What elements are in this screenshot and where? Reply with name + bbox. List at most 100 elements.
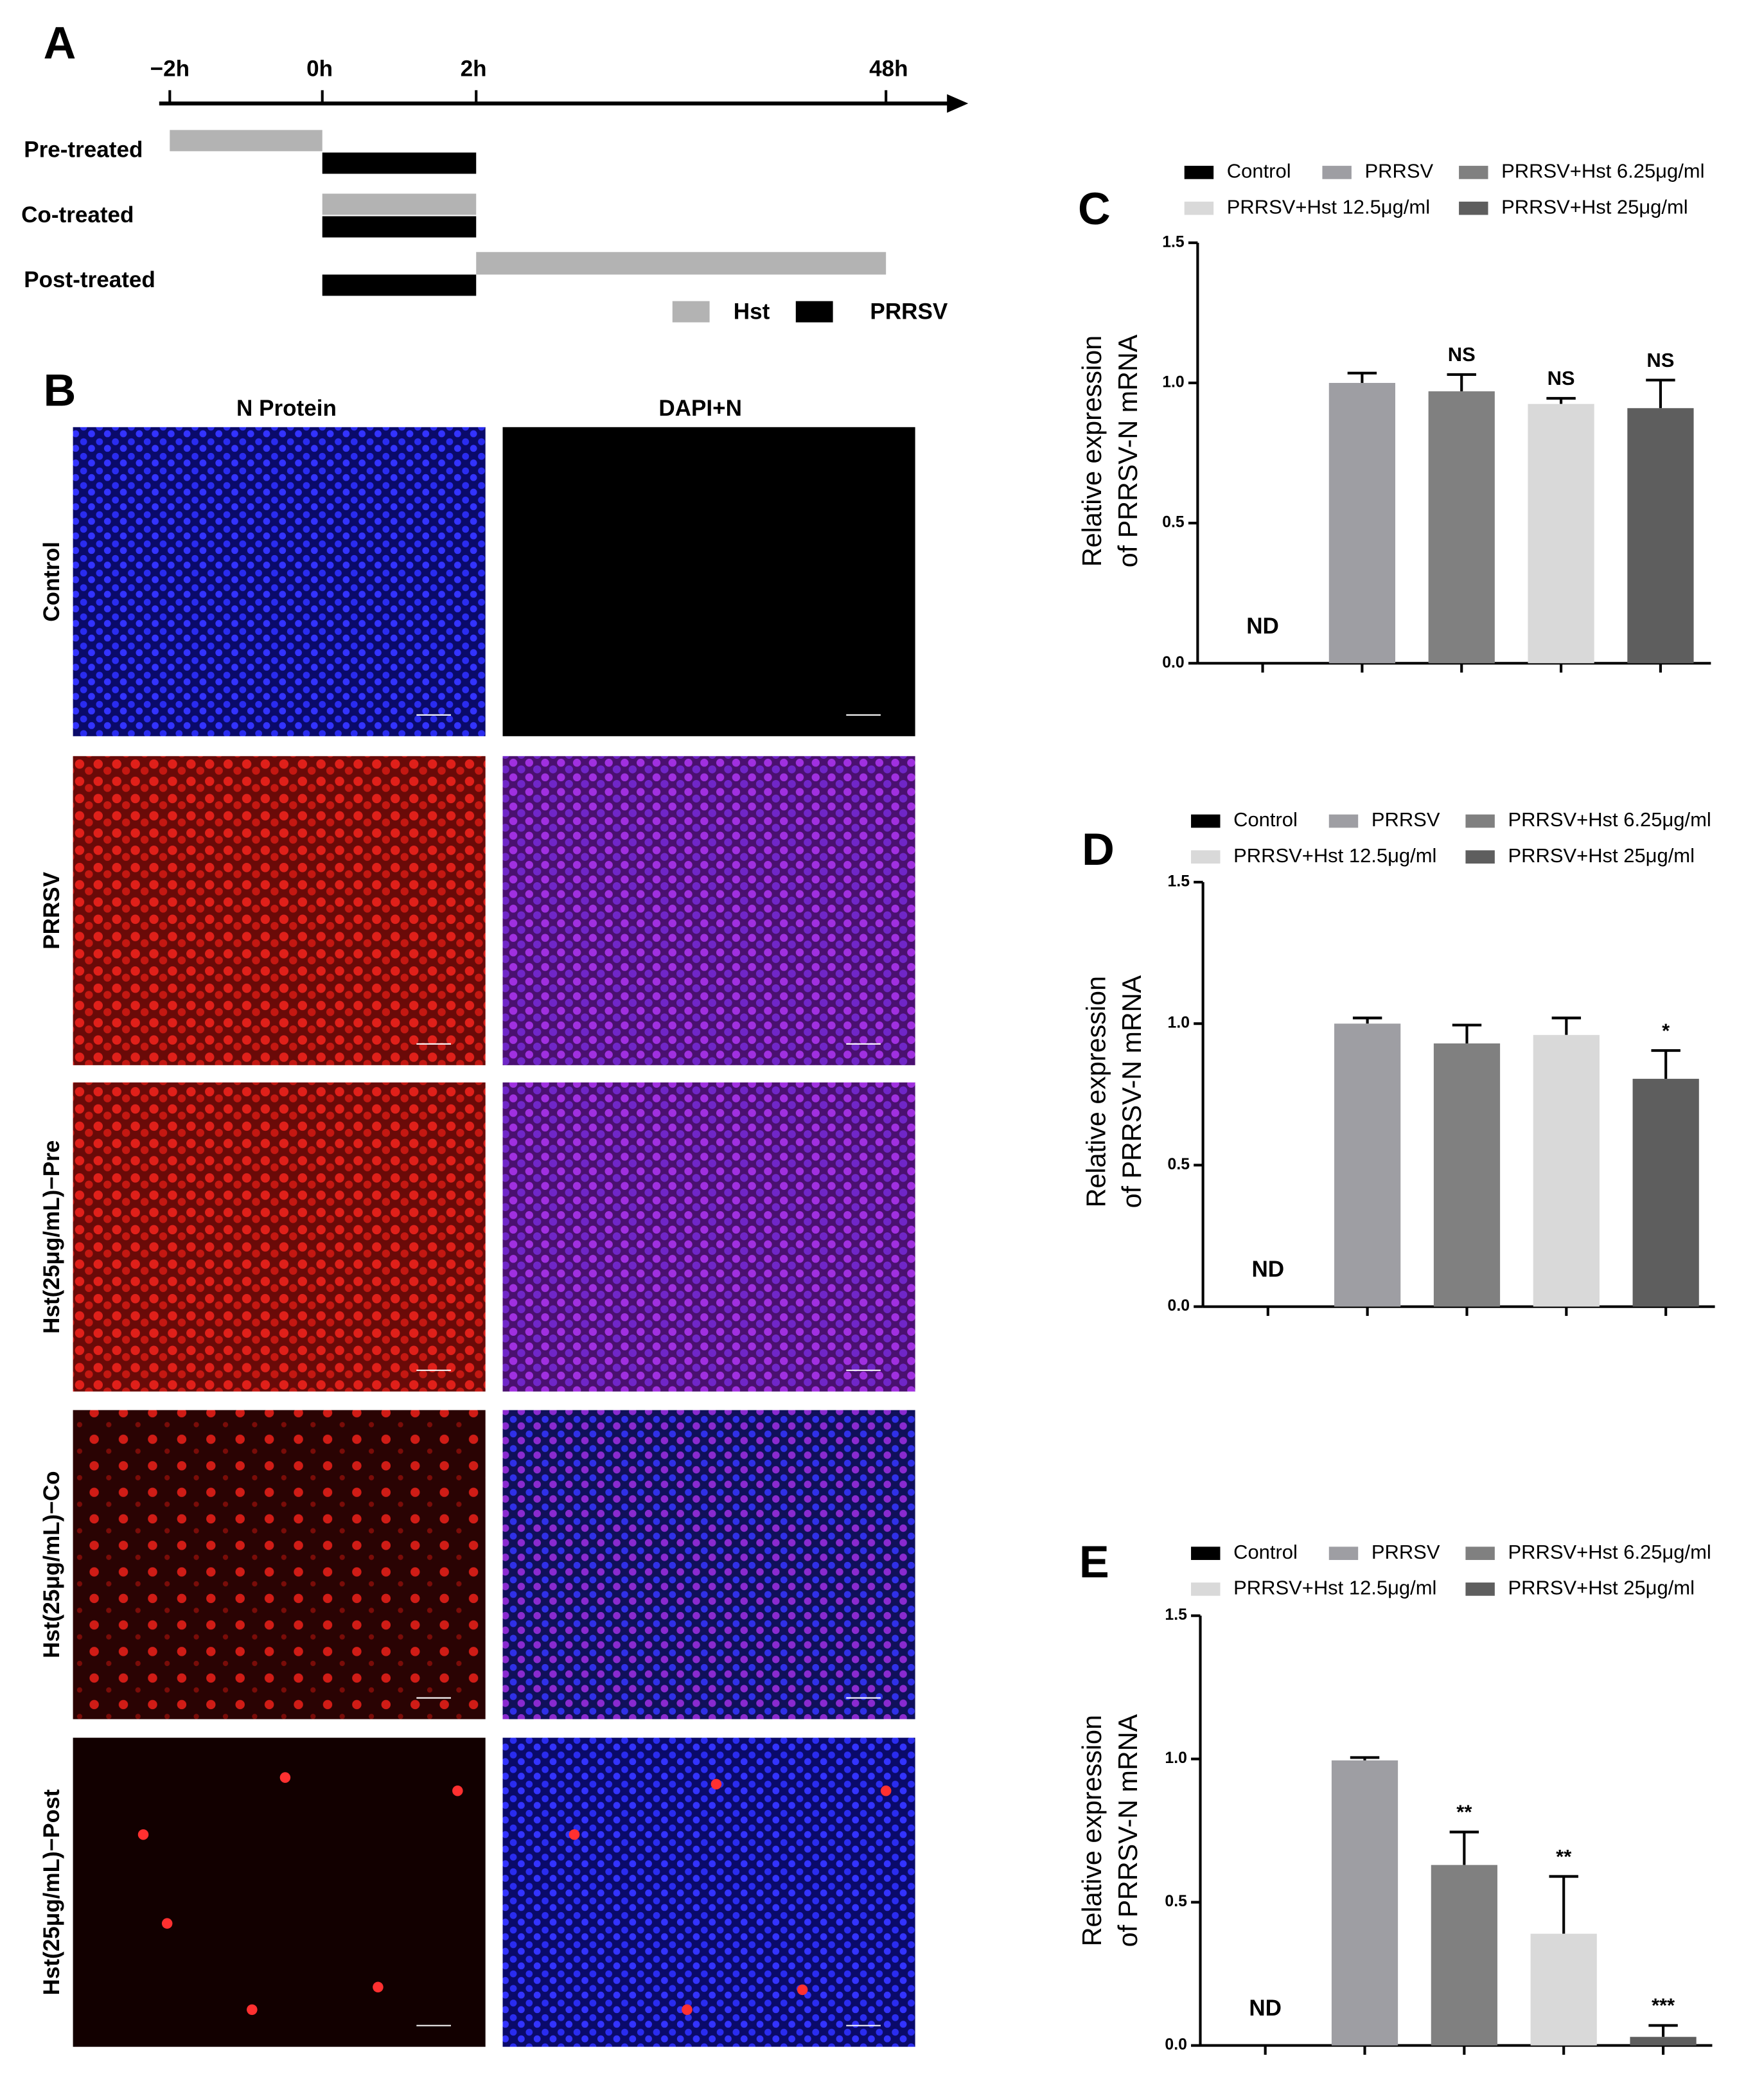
legend-swatch bbox=[1184, 166, 1214, 179]
legend-label: Hst bbox=[734, 299, 770, 324]
legend-label: PRRSV+Hst 25μg/ml bbox=[1508, 1577, 1695, 1599]
cell-spot bbox=[137, 1829, 149, 1840]
legend-swatch bbox=[672, 301, 710, 323]
y-axis-label: Relative expression bbox=[1077, 335, 1107, 567]
cell-spot bbox=[569, 1829, 580, 1840]
y-tick-label: 1.0 bbox=[1165, 1750, 1186, 1767]
legend-label: PRRSV+Hst 6.25μg/ml bbox=[1501, 160, 1704, 182]
bar bbox=[1433, 1043, 1501, 1307]
significance-label: *** bbox=[1652, 1994, 1675, 2017]
cell-spot bbox=[682, 2004, 692, 2016]
micrograph bbox=[73, 1737, 486, 2047]
timeline: A −2h 0h 2h 48h Pre-treated Co-treated P… bbox=[21, 17, 969, 324]
row-label: Hst(25μg/mL)−Co bbox=[39, 1471, 64, 1658]
panel-letter: B bbox=[44, 365, 76, 416]
legend-swatch bbox=[1322, 166, 1352, 179]
bar bbox=[1530, 1933, 1597, 2046]
hst-bar bbox=[476, 252, 886, 275]
image-grid: B N Protein DAPI+N Control PRRSV Hst(25μg/… bbox=[39, 365, 915, 2047]
bar bbox=[1428, 391, 1495, 664]
y-tick-label: 0.0 bbox=[1162, 654, 1184, 671]
significance-label: ND bbox=[1251, 1257, 1284, 1282]
legend-swatch bbox=[1184, 201, 1214, 215]
cell-spot bbox=[452, 1785, 463, 1796]
micrograph bbox=[502, 427, 915, 736]
y-tick-label: 0.0 bbox=[1168, 1297, 1190, 1315]
time-label: −2h bbox=[150, 57, 190, 82]
y-axis-label: of PRRSV-N mRNA bbox=[1113, 1714, 1143, 1947]
y-tick-label: 0.5 bbox=[1165, 1893, 1187, 1910]
legend-swatch bbox=[1459, 201, 1488, 215]
bar bbox=[1528, 403, 1594, 664]
legend-swatch bbox=[1191, 1582, 1221, 1596]
significance-label: NS bbox=[1548, 367, 1575, 389]
cell-spot bbox=[880, 1785, 892, 1796]
legend-label: PRRSV bbox=[1365, 160, 1434, 182]
legend-label: PRRSV+Hst 12.5μg/ml bbox=[1233, 1577, 1436, 1599]
legend-label: PRRSV+Hst 25μg/ml bbox=[1508, 844, 1695, 867]
cell-spot bbox=[279, 1772, 291, 1783]
legend-swatch bbox=[1328, 814, 1359, 828]
row-label: Control bbox=[39, 542, 64, 622]
prrsv-bar bbox=[322, 216, 477, 238]
significance-label: ** bbox=[1456, 1801, 1472, 1823]
time-label: 2h bbox=[461, 57, 487, 82]
y-tick-label: 0.5 bbox=[1168, 1156, 1190, 1173]
legend-label: Control bbox=[1227, 160, 1291, 182]
bar bbox=[1630, 2037, 1697, 2046]
legend-swatch bbox=[1465, 1582, 1495, 1596]
legend-label: PRRSV bbox=[1372, 1541, 1440, 1563]
cell-spot bbox=[373, 1981, 384, 1993]
legend-label: PRRSV+Hst 25μg/ml bbox=[1501, 195, 1688, 218]
legend-label: PRRSV+Hst 6.25μg/ml bbox=[1508, 808, 1711, 831]
y-axis-label: of PRRSV-N mRNA bbox=[1117, 975, 1147, 1208]
y-tick-label: 0.5 bbox=[1162, 514, 1185, 531]
legend-swatch bbox=[1191, 1547, 1221, 1560]
y-tick-label: 1.5 bbox=[1168, 873, 1190, 891]
micrograph bbox=[502, 1737, 915, 2047]
legend-swatch bbox=[1465, 814, 1495, 828]
y-tick-label: 1.5 bbox=[1162, 233, 1185, 251]
row-label: PRRSV bbox=[39, 871, 64, 949]
hst-bar bbox=[170, 130, 322, 152]
legend-swatch bbox=[1191, 850, 1221, 864]
column-header: DAPI+N bbox=[658, 396, 742, 421]
hst-bar bbox=[322, 193, 477, 215]
legend-swatch bbox=[1191, 814, 1221, 828]
legend-label: Control bbox=[1233, 808, 1298, 831]
legend-label: PRRSV bbox=[1372, 808, 1440, 831]
significance-label: * bbox=[1662, 1019, 1670, 1041]
bar bbox=[1431, 1865, 1497, 2046]
panel-letter: E bbox=[1079, 1536, 1109, 1587]
cell-spot bbox=[797, 1984, 808, 1996]
significance-label: NS bbox=[1646, 349, 1674, 371]
micrograph bbox=[73, 756, 486, 1065]
legend-label: PRRSV+Hst 12.5μg/ml bbox=[1227, 195, 1430, 218]
legend-swatch bbox=[1459, 166, 1488, 179]
significance-label: NS bbox=[1448, 343, 1476, 366]
cell-spot bbox=[161, 1918, 173, 1929]
row-label: Co-treated bbox=[21, 202, 134, 227]
significance-label: ND bbox=[1249, 1996, 1282, 2021]
row-label: Pre-treated bbox=[24, 137, 143, 163]
time-label: 48h bbox=[869, 57, 908, 82]
bar bbox=[1334, 1024, 1401, 1307]
y-tick-label: 1.5 bbox=[1165, 1606, 1187, 1624]
legend-label: Control bbox=[1233, 1541, 1298, 1563]
legend-label: PRRSV+Hst 12.5μg/ml bbox=[1233, 844, 1436, 867]
significance-label: ND bbox=[1246, 614, 1279, 639]
micrograph bbox=[73, 1410, 486, 1719]
y-axis-label: Relative expression bbox=[1081, 976, 1111, 1207]
bar bbox=[1331, 1760, 1398, 2046]
time-label: 0h bbox=[306, 57, 333, 82]
y-tick-label: 1.0 bbox=[1168, 1015, 1190, 1032]
legend-swatch bbox=[1465, 1547, 1495, 1560]
legend-swatch bbox=[795, 301, 833, 323]
panel-letter: C bbox=[1078, 183, 1111, 234]
y-tick-label: 0.0 bbox=[1165, 2036, 1186, 2053]
legend-swatch bbox=[1465, 850, 1495, 864]
bar bbox=[1533, 1034, 1600, 1307]
legend-label: PRRSV bbox=[870, 299, 948, 324]
